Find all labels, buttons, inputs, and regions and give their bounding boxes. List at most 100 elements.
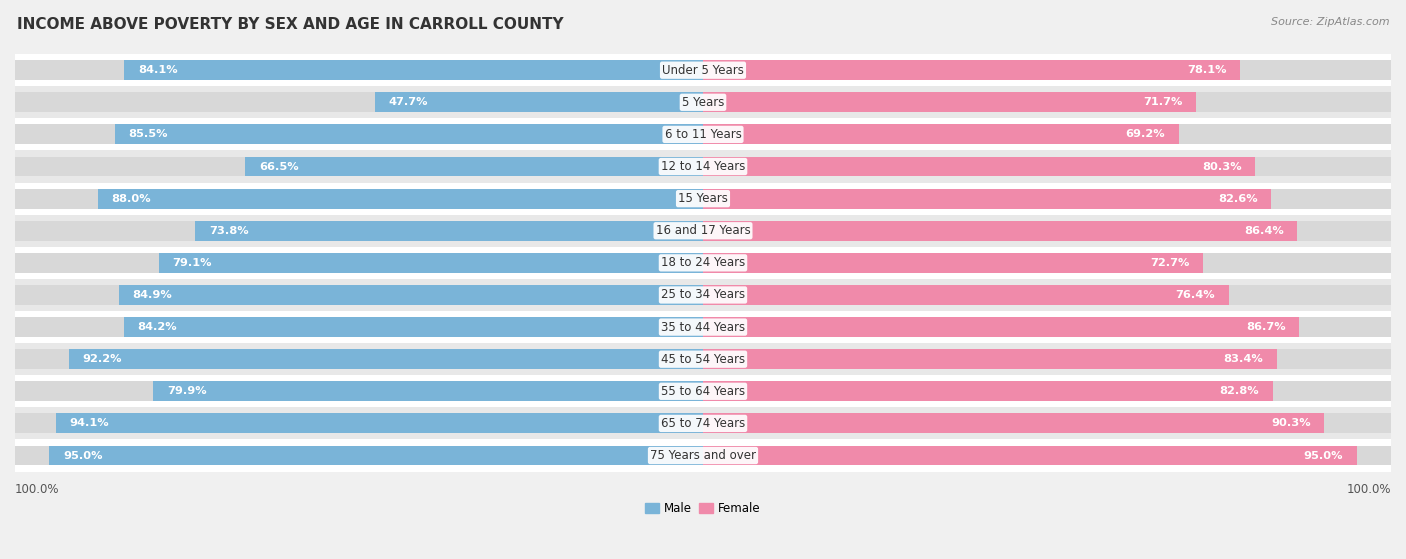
Text: 71.7%: 71.7% (1143, 97, 1182, 107)
Bar (15, 317, 703, 337)
Bar (703, 285, 1229, 305)
Bar (15, 311, 1391, 343)
Text: 88.0%: 88.0% (111, 193, 150, 203)
Text: Source: ZipAtlas.com: Source: ZipAtlas.com (1271, 17, 1389, 27)
Text: 86.4%: 86.4% (1244, 226, 1284, 236)
Text: 83.4%: 83.4% (1223, 354, 1263, 364)
Legend: Male, Female: Male, Female (641, 498, 765, 520)
Text: 84.1%: 84.1% (138, 65, 177, 75)
Bar (703, 253, 1391, 273)
Text: 86.7%: 86.7% (1246, 322, 1285, 332)
Text: Under 5 Years: Under 5 Years (662, 64, 744, 77)
Bar (246, 157, 703, 177)
Bar (115, 125, 703, 144)
Bar (15, 408, 1391, 439)
Bar (703, 317, 1299, 337)
Text: 65 to 74 Years: 65 to 74 Years (661, 417, 745, 430)
Bar (56, 414, 703, 433)
Text: 94.1%: 94.1% (69, 419, 110, 428)
Bar (703, 285, 1391, 305)
Bar (15, 414, 703, 433)
Text: 82.6%: 82.6% (1218, 193, 1257, 203)
Text: 80.3%: 80.3% (1202, 162, 1241, 172)
Bar (15, 446, 703, 466)
Text: 85.5%: 85.5% (128, 130, 169, 139)
Bar (15, 60, 703, 80)
Bar (15, 189, 703, 209)
Bar (375, 92, 703, 112)
Bar (703, 92, 1197, 112)
Bar (15, 86, 1391, 119)
Text: 69.2%: 69.2% (1126, 130, 1166, 139)
Text: 100.0%: 100.0% (15, 483, 59, 496)
Text: 82.8%: 82.8% (1219, 386, 1258, 396)
Text: 16 and 17 Years: 16 and 17 Years (655, 224, 751, 237)
Text: 76.4%: 76.4% (1175, 290, 1215, 300)
Bar (703, 349, 1277, 369)
Bar (703, 414, 1324, 433)
Text: 90.3%: 90.3% (1271, 419, 1310, 428)
Bar (15, 54, 1391, 86)
Bar (703, 60, 1240, 80)
Text: 75 Years and over: 75 Years and over (650, 449, 756, 462)
Text: 12 to 14 Years: 12 to 14 Years (661, 160, 745, 173)
Bar (49, 446, 703, 466)
Bar (703, 157, 1391, 177)
Bar (703, 381, 1272, 401)
Text: 79.1%: 79.1% (173, 258, 212, 268)
Bar (120, 285, 703, 305)
Bar (195, 221, 703, 241)
Bar (15, 285, 703, 305)
Text: 79.9%: 79.9% (167, 386, 207, 396)
Bar (703, 446, 1391, 466)
Bar (124, 317, 703, 337)
Text: 72.7%: 72.7% (1150, 258, 1189, 268)
Bar (124, 60, 703, 80)
Text: 6 to 11 Years: 6 to 11 Years (665, 128, 741, 141)
Bar (15, 279, 1391, 311)
Bar (703, 253, 1204, 273)
Text: 84.2%: 84.2% (138, 322, 177, 332)
Bar (15, 247, 1391, 279)
Bar (15, 157, 703, 177)
Text: 35 to 44 Years: 35 to 44 Years (661, 320, 745, 334)
Text: 95.0%: 95.0% (1303, 451, 1343, 461)
Text: 66.5%: 66.5% (259, 162, 299, 172)
Text: INCOME ABOVE POVERTY BY SEX AND AGE IN CARROLL COUNTY: INCOME ABOVE POVERTY BY SEX AND AGE IN C… (17, 17, 564, 32)
Bar (15, 343, 1391, 375)
Bar (15, 381, 703, 401)
Text: 47.7%: 47.7% (388, 97, 427, 107)
Text: 55 to 64 Years: 55 to 64 Years (661, 385, 745, 398)
Bar (703, 60, 1391, 80)
Bar (703, 446, 1357, 466)
Text: 78.1%: 78.1% (1187, 65, 1226, 75)
Bar (97, 189, 703, 209)
Bar (703, 92, 1391, 112)
Text: 100.0%: 100.0% (1347, 483, 1391, 496)
Bar (15, 183, 1391, 215)
Bar (703, 349, 1391, 369)
Bar (15, 215, 1391, 247)
Text: 18 to 24 Years: 18 to 24 Years (661, 257, 745, 269)
Bar (69, 349, 703, 369)
Bar (15, 349, 703, 369)
Bar (15, 92, 703, 112)
Bar (703, 125, 1180, 144)
Bar (703, 317, 1391, 337)
Bar (15, 150, 1391, 183)
Bar (15, 253, 703, 273)
Text: 73.8%: 73.8% (209, 226, 249, 236)
Bar (703, 381, 1391, 401)
Bar (15, 221, 703, 241)
Bar (159, 253, 703, 273)
Text: 5 Years: 5 Years (682, 96, 724, 109)
Bar (703, 189, 1271, 209)
Text: 92.2%: 92.2% (83, 354, 122, 364)
Bar (703, 125, 1391, 144)
Bar (703, 157, 1256, 177)
Bar (15, 375, 1391, 408)
Text: 95.0%: 95.0% (63, 451, 103, 461)
Text: 84.9%: 84.9% (132, 290, 173, 300)
Text: 45 to 54 Years: 45 to 54 Years (661, 353, 745, 366)
Bar (15, 439, 1391, 472)
